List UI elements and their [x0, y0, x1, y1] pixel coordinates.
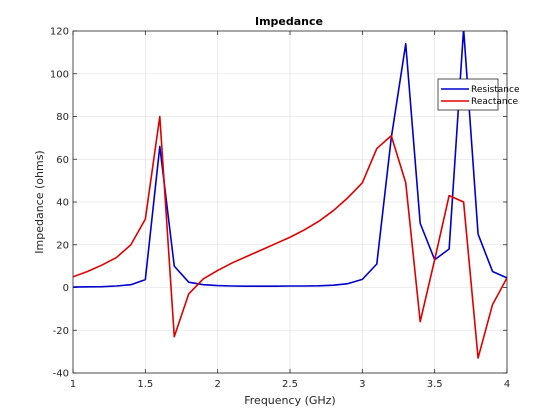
x-tick-label: 3: [359, 379, 365, 390]
series-line-reactance: [73, 115, 507, 359]
y-tick-label: -40: [53, 369, 69, 380]
y-tick-label: 40: [56, 198, 69, 209]
x-tick-labels: 1 1.5 2 2.5 3 3.5 4: [70, 379, 510, 390]
y-tick-label: 120: [50, 27, 69, 38]
series-lines: [73, 31, 507, 359]
chart-title: Impedance: [255, 15, 323, 28]
y-tick-label: 0: [63, 283, 69, 294]
x-tick-label: 3.5: [427, 379, 443, 390]
y-tick-label: 100: [50, 69, 69, 80]
y-tick-label: 80: [56, 112, 69, 123]
y-tick-label: 20: [56, 240, 69, 251]
legend-label-reactance: Reactance: [471, 97, 519, 107]
x-tick-label: 4: [504, 379, 510, 390]
y-axis-label: Impedance (ohms): [33, 150, 46, 253]
x-tick-label: 2: [214, 379, 220, 390]
legend-box: [437, 78, 499, 111]
y-tick-labels: -40 -20 0 20 40 60 80 100 120: [50, 27, 69, 380]
x-tick-label: 2.5: [282, 379, 298, 390]
legend-label-resistance: Resistance: [471, 85, 520, 95]
legend: Resistance Reactance: [437, 78, 520, 111]
plot-frame: [72, 30, 508, 374]
x-tick-label: 1.5: [137, 379, 153, 390]
x-axis-label: Frequency (GHz): [244, 394, 335, 407]
y-tick-label: 60: [56, 155, 69, 166]
y-tick-label: -20: [53, 326, 69, 337]
x-tick-label: 1: [70, 379, 76, 390]
